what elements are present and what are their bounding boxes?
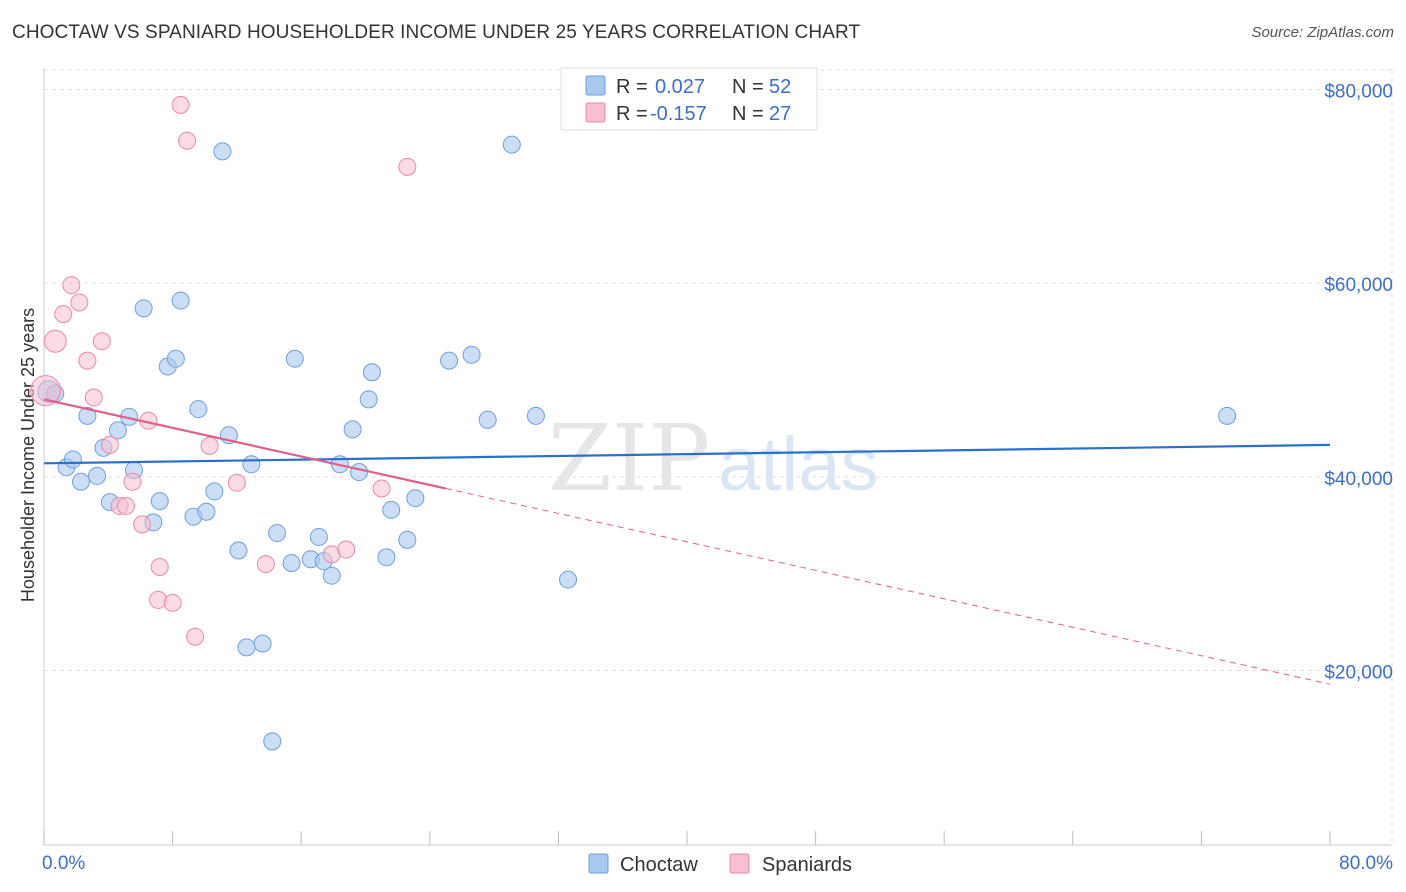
bottom-legend-swatch-choctaw xyxy=(588,853,609,874)
spaniard-point xyxy=(398,157,417,176)
choctaw-point xyxy=(242,455,261,474)
legend-n-label-spaniard: N = xyxy=(732,103,764,125)
choctaw-point xyxy=(440,351,459,370)
y-tick-labels: $20,000 $40,000 $60,000 $80,000 xyxy=(1324,81,1393,683)
choctaw-point xyxy=(205,482,224,501)
x-tick-label-max: 80.0% xyxy=(1339,853,1393,874)
spaniard-point xyxy=(163,593,182,612)
choctaw-point xyxy=(63,450,82,469)
y-tick-label: $40,000 xyxy=(1324,469,1393,490)
choctaw-point xyxy=(359,390,378,409)
watermark: ZIP atlas xyxy=(548,405,879,512)
choctaw-point xyxy=(78,406,97,425)
y-axis-label: Householder Income Under 25 years xyxy=(18,308,38,602)
spaniard-point xyxy=(150,557,169,576)
spaniard-point xyxy=(62,276,81,295)
spaniard-point xyxy=(100,435,119,454)
spaniard-point xyxy=(337,540,356,559)
legend-r-label-spaniard: R = xyxy=(616,103,648,125)
legend-n-value-spaniard: 27 xyxy=(769,103,791,125)
choctaw-point xyxy=(285,349,304,368)
choctaw-point xyxy=(108,421,127,440)
spaniard-point xyxy=(30,375,62,407)
spaniard-point xyxy=(92,332,111,351)
y-tick-label: $20,000 xyxy=(1324,663,1393,684)
choctaw-point xyxy=(237,638,256,657)
choctaw-point xyxy=(398,530,417,549)
legend-r-value-spaniard: -0.157 xyxy=(650,103,707,125)
spaniard-point xyxy=(123,472,142,491)
choctaw-point xyxy=(263,732,282,751)
spaniard-trend-extension xyxy=(445,488,1331,685)
spaniard-point xyxy=(133,515,152,534)
legend-n-label-choctaw: N = xyxy=(732,76,764,98)
choctaw-point xyxy=(197,502,216,521)
spaniard-point xyxy=(372,479,391,498)
spaniard-point xyxy=(54,305,73,324)
spaniard-point xyxy=(84,388,103,407)
choctaw-point xyxy=(478,410,497,429)
watermark-zip: ZIP xyxy=(548,405,710,512)
choctaw-point xyxy=(559,570,578,589)
spaniard-point xyxy=(171,95,190,114)
spaniard-point xyxy=(227,473,246,492)
spaniard-point xyxy=(178,131,197,150)
spaniard-point xyxy=(70,293,89,312)
axes xyxy=(43,68,1392,846)
x-tick-label-min: 0.0% xyxy=(42,853,85,874)
choctaw-point xyxy=(71,472,90,491)
choctaw-point xyxy=(462,345,481,364)
x-tick-labels: 0.0% 80.0% xyxy=(42,853,1393,874)
bottom-legend-choctaw: Choctaw xyxy=(620,854,698,876)
spaniard-point xyxy=(200,436,219,455)
trend-lines xyxy=(43,398,1331,685)
bottom-legend-spaniards: Spaniards xyxy=(762,854,852,876)
choctaw-point xyxy=(526,406,545,425)
choctaw-point xyxy=(88,466,107,485)
choctaw-point xyxy=(213,142,232,161)
choctaw-point xyxy=(322,566,341,585)
choctaw-point xyxy=(1218,406,1237,425)
legend-swatch-choctaw xyxy=(585,75,606,96)
choctaw-point xyxy=(382,500,401,519)
choctaw-point xyxy=(166,349,185,368)
bottom-legend: Choctaw Spaniards xyxy=(588,853,852,876)
spaniard-trend-line xyxy=(43,398,447,490)
choctaw-point xyxy=(362,363,381,382)
y-tick-label: $80,000 xyxy=(1324,81,1393,102)
legend: R = 0.027 N = 52 R = -0.157 N = 27 xyxy=(560,67,818,131)
legend-n-value-choctaw: 52 xyxy=(769,76,791,98)
choctaw-point xyxy=(502,135,521,154)
bottom-legend-swatch-spaniard xyxy=(729,853,750,874)
choctaw-trend-line xyxy=(43,443,1331,465)
choctaw-point xyxy=(309,527,328,546)
choctaw-point xyxy=(253,634,272,653)
choctaw-point xyxy=(229,541,248,560)
choctaw-point xyxy=(343,420,362,439)
legend-r-value-choctaw: 0.027 xyxy=(655,76,705,98)
spaniard-point xyxy=(116,496,135,515)
source-label: Source: ZipAtlas.com xyxy=(1251,24,1394,41)
legend-r-label-choctaw: R = xyxy=(616,76,648,98)
choctaw-point xyxy=(171,291,190,310)
spaniard-point xyxy=(78,351,97,370)
chart-title: CHOCTAW VS SPANIARD HOUSEHOLDER INCOME U… xyxy=(12,22,861,43)
choctaw-point xyxy=(189,400,208,419)
choctaw-point xyxy=(377,548,396,567)
spaniard-point xyxy=(186,627,205,646)
choctaw-point xyxy=(282,554,301,573)
choctaw-point xyxy=(350,463,369,482)
spaniard-point xyxy=(256,555,275,574)
spaniard-points xyxy=(30,95,417,646)
choctaw-point xyxy=(406,489,425,508)
legend-swatch-spaniard xyxy=(585,102,606,123)
y-tick-label: $60,000 xyxy=(1324,275,1393,296)
spaniard-point xyxy=(43,329,67,353)
choctaw-point xyxy=(268,524,287,543)
watermark-atlas: atlas xyxy=(718,422,879,507)
choctaw-point xyxy=(150,492,169,511)
choctaw-point xyxy=(134,299,153,318)
